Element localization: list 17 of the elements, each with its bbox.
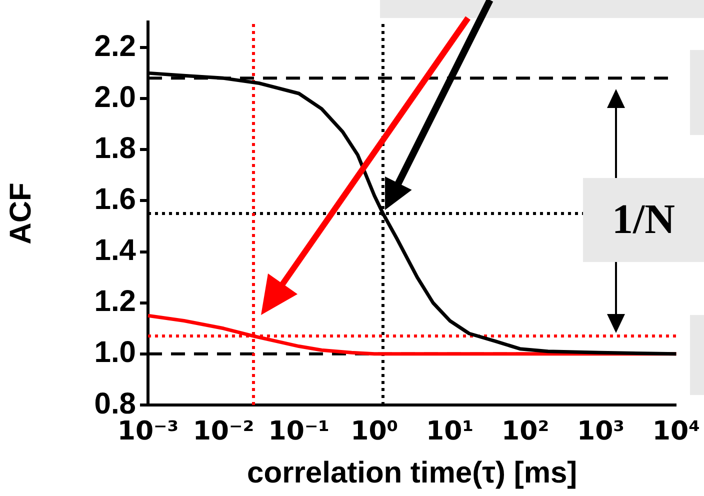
x-tick-label: 10³: [576, 416, 625, 446]
y-tick-label: 1.6: [94, 183, 136, 216]
y-tick-label: 2.2: [94, 30, 136, 63]
y-tick-label: 1.0: [94, 336, 136, 370]
y-axis-title: ACF: [4, 182, 38, 244]
x-axis-title: correlation time(τ) [ms]: [247, 456, 578, 490]
x-tick-label: 10⁻¹: [268, 416, 330, 446]
annotation: 1/N: [583, 178, 704, 262]
x-tick-label: 10⁰: [350, 416, 398, 446]
x-tick-label: 10²: [502, 416, 550, 446]
y-tick-label: 1.8: [94, 132, 136, 165]
y-tick-label: 1.4: [94, 234, 136, 268]
y-tick-label: 2.0: [94, 80, 136, 114]
x-tick-label: 10⁻²: [192, 416, 254, 446]
y-tick-label: 1.2: [94, 285, 136, 318]
x-tick-label: 10¹: [426, 416, 474, 446]
x-tick-label: 10⁴: [652, 416, 700, 446]
